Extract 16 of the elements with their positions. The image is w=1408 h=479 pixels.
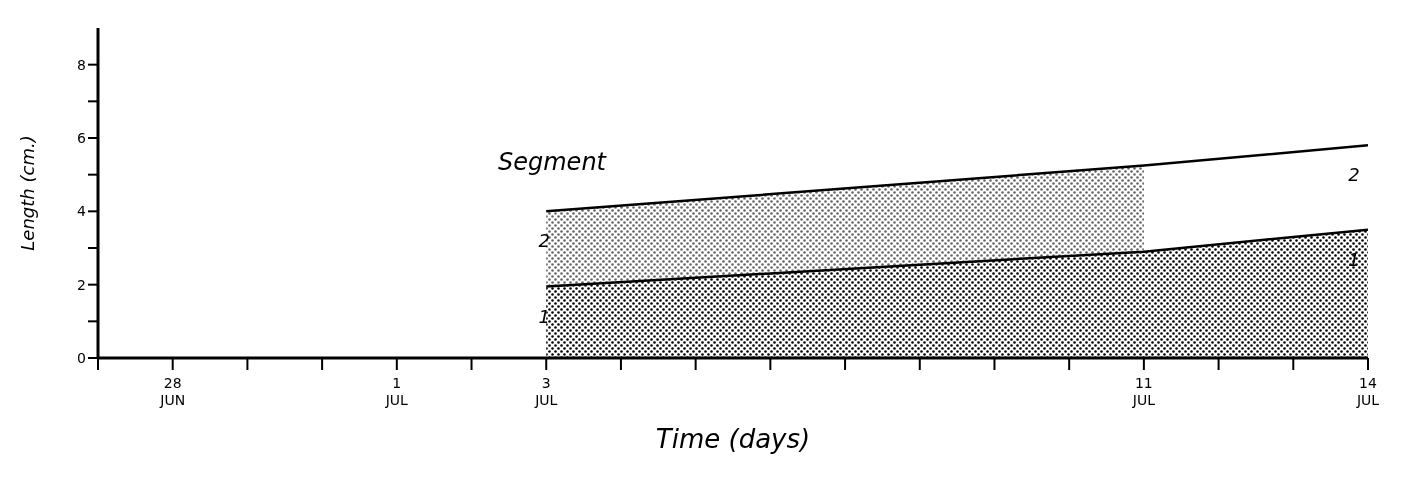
x-tick-label: 14 JUL [1355,375,1380,408]
y-tick-label: 4 [77,203,87,220]
x-tick-label: 1 JUL [384,375,409,408]
y-tick-label: 6 [77,129,87,146]
series-label: 2 [1348,164,1360,186]
annotation: Segment [498,148,606,176]
x-tick-label: 11 JUL [1131,375,1156,408]
y-tick-label: 8 [77,56,86,73]
y-tick-label: 2 [77,276,86,293]
y-tick-label: 0 [77,349,86,366]
y-axis-title: Length (cm.) [17,135,39,251]
text: 2 [538,230,550,252]
x-axis-title: Time (days) [655,424,811,454]
series-label: 1 [538,305,550,327]
x-tick-label: 3 JUL [534,375,558,408]
x-tick-label: 28 JUN [159,375,186,408]
